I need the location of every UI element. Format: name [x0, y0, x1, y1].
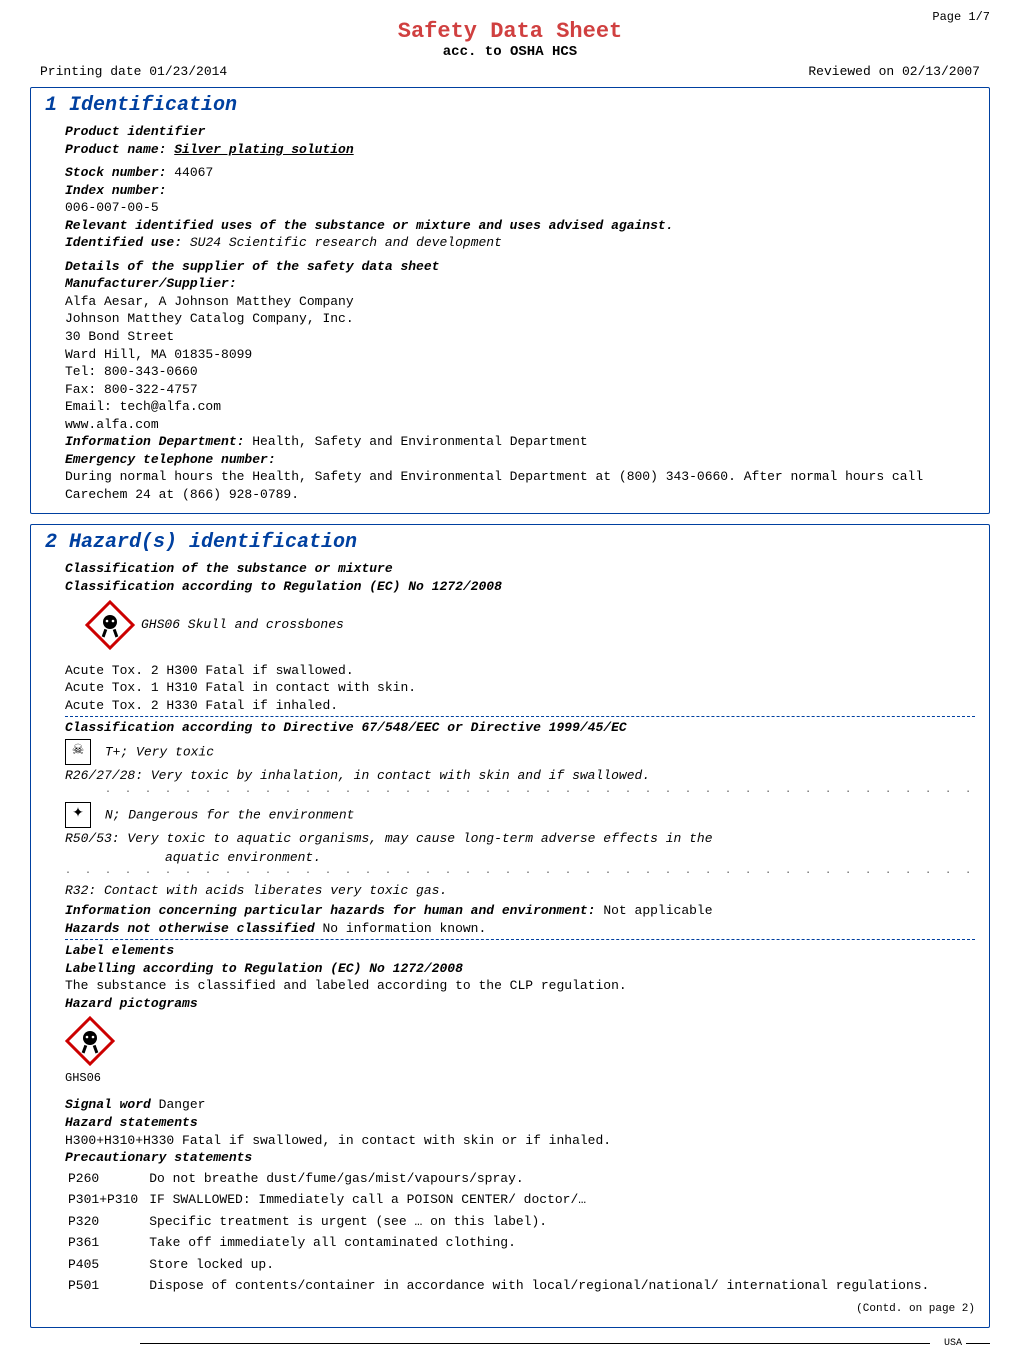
classification-ec-label: Classification according to Regulation (…	[65, 578, 975, 596]
info-hazards-label: Information concerning particular hazard…	[65, 903, 596, 918]
section-2: 2 Hazard(s) identification Classificatio…	[30, 524, 990, 1327]
divider	[65, 716, 975, 717]
r50-text: R50/53: Very toxic to aquatic organisms,…	[65, 830, 975, 848]
classification-dir-label: Classification according to Directive 67…	[65, 719, 975, 737]
pcode-row: P405Store locked up.	[67, 1255, 937, 1275]
product-identifier-label: Product identifier	[65, 123, 975, 141]
manufacturer-line: 30 Bond Street	[65, 328, 975, 346]
product-name: Silver plating solution	[174, 142, 353, 157]
classification-label: Classification of the substance or mixtu…	[65, 560, 975, 578]
manufacturer-line: Alfa Aesar, A Johnson Matthey Company	[65, 293, 975, 311]
pcode-row: P260Do not breathe dust/fume/gas/mist/va…	[67, 1169, 937, 1189]
acute-tox-line: Acute Tox. 2 H300 Fatal if swallowed.	[65, 662, 975, 680]
pcode-text: Take off immediately all contaminated cl…	[148, 1233, 937, 1253]
manufacturer-line: Email: tech@alfa.com	[65, 398, 975, 416]
sub-title: acc. to OSHA HCS	[30, 44, 990, 60]
pcode-text: IF SWALLOWED: Immediately call a POISON …	[148, 1190, 937, 1210]
tplus-text: T+; Very toxic	[105, 744, 214, 759]
signal-word-label: Signal word	[65, 1097, 151, 1112]
printing-date: Printing date 01/23/2014	[40, 64, 227, 79]
dotted-divider: · · · · · · · · · · · · · · · · · · · · …	[105, 786, 975, 800]
ndanger-text: N; Dangerous for the environment	[105, 807, 355, 822]
info-hazards: Not applicable	[603, 903, 712, 918]
emergency-text: During normal hours the Health, Safety a…	[65, 468, 975, 503]
index-number-label: Index number:	[65, 182, 975, 200]
ghs06-code: GHS06	[65, 1070, 975, 1086]
stock-number-label: Stock number:	[65, 165, 166, 180]
pcode-code: P405	[67, 1255, 146, 1275]
pcode-code: P301+P310	[67, 1190, 146, 1210]
r32-text: R32: Contact with acids liberates very t…	[65, 882, 975, 900]
skull-small-icon: ☠	[65, 739, 91, 765]
hazard-statement: H300+H310+H330 Fatal if swallowed, in co…	[65, 1132, 975, 1150]
environment-small-icon: ✦	[65, 802, 91, 828]
manufacturer-line: Johnson Matthey Catalog Company, Inc.	[65, 310, 975, 328]
footer-usa: USA	[30, 1338, 990, 1349]
pcode-row: P361Take off immediately all contaminate…	[67, 1233, 937, 1253]
section-1-title: 1 Identification	[45, 94, 975, 117]
dotted-divider: · · · · · · · · · · · · · · · · · · · · …	[65, 867, 975, 881]
manufacturer-line: Ward Hill, MA 01835-8099	[65, 346, 975, 364]
pcode-text: Do not breathe dust/fume/gas/mist/vapour…	[148, 1169, 937, 1189]
stock-number: 44067	[174, 165, 213, 180]
pcode-row: P320Specific treatment is urgent (see … …	[67, 1212, 937, 1232]
pcode-table: P260Do not breathe dust/fume/gas/mist/va…	[65, 1167, 939, 1298]
identified-use-label: Identified use:	[65, 235, 182, 250]
pcode-row: P301+P310IF SWALLOWED: Immediately call …	[67, 1190, 937, 1210]
pcode-text: Specific treatment is urgent (see … on t…	[148, 1212, 937, 1232]
main-title: Safety Data Sheet	[30, 19, 990, 44]
hazard-pict-label: Hazard pictograms	[65, 995, 975, 1013]
manufacturer-lines: Alfa Aesar, A Johnson Matthey CompanyJoh…	[65, 293, 975, 433]
hazards-noc: No information known.	[322, 921, 486, 936]
meta-row: Printing date 01/23/2014 Reviewed on 02/…	[30, 64, 990, 79]
manufacturer-label: Manufacturer/Supplier:	[65, 275, 975, 293]
hazards-noc-label: Hazards not otherwise classified	[65, 921, 315, 936]
info-dept-label: Information Department:	[65, 434, 244, 449]
hazard-statements-label: Hazard statements	[65, 1114, 975, 1132]
product-name-label: Product name:	[65, 142, 166, 157]
precautionary-label: Precautionary statements	[65, 1149, 975, 1167]
ghs06-pictogram-large-icon	[65, 1016, 115, 1066]
pcode-code: P260	[67, 1169, 146, 1189]
manufacturer-line: Fax: 800-322-4757	[65, 381, 975, 399]
acute-tox-line: Acute Tox. 1 H310 Fatal in contact with …	[65, 679, 975, 697]
pcode-text: Store locked up.	[148, 1255, 937, 1275]
pcode-code: P501	[67, 1276, 146, 1296]
info-dept: Health, Safety and Environmental Departm…	[252, 434, 587, 449]
ghs06-text: GHS06 Skull and crossbones	[141, 616, 344, 634]
section-1: 1 Identification Product identifier Prod…	[30, 87, 990, 514]
ghs06-pictogram-icon	[85, 600, 135, 650]
section-2-body: Classification of the substance or mixtu…	[45, 560, 975, 1316]
acute-tox-line: Acute Tox. 2 H330 Fatal if inhaled.	[65, 697, 975, 715]
pcode-code: P320	[67, 1212, 146, 1232]
relevant-uses-label: Relevant identified uses of the substanc…	[65, 217, 975, 235]
emergency-label: Emergency telephone number:	[65, 451, 975, 469]
index-number: 006-007-00-5	[65, 199, 975, 217]
pcode-row: P501Dispose of contents/container in acc…	[67, 1276, 937, 1296]
title-block: Safety Data Sheet acc. to OSHA HCS	[30, 19, 990, 60]
manufacturer-line: Tel: 800-343-0660	[65, 363, 975, 381]
reviewed-on: Reviewed on 02/13/2007	[808, 64, 980, 79]
label-elements-label: Label elements	[65, 942, 975, 960]
labelling-label: Labelling according to Regulation (EC) N…	[65, 960, 975, 978]
pcode-code: P361	[67, 1233, 146, 1253]
r50-cont: aquatic environment.	[165, 849, 975, 867]
manufacturer-line: www.alfa.com	[65, 416, 975, 434]
labelling-text: The substance is classified and labeled …	[65, 977, 975, 995]
contd-note: (Contd. on page 2)	[65, 1302, 975, 1317]
section-2-title: 2 Hazard(s) identification	[45, 531, 975, 554]
section-1-body: Product identifier Product name: Silver …	[45, 123, 975, 503]
pcode-text: Dispose of contents/container in accorda…	[148, 1276, 937, 1296]
identified-use: SU24 Scientific research and development	[190, 235, 502, 250]
supplier-details-label: Details of the supplier of the safety da…	[65, 258, 975, 276]
divider	[65, 939, 975, 940]
signal-word: Danger	[159, 1097, 206, 1112]
r26-text: R26/27/28: Very toxic by inhalation, in …	[65, 767, 975, 785]
acute-tox-list: Acute Tox. 2 H300 Fatal if swallowed.Acu…	[65, 662, 975, 715]
